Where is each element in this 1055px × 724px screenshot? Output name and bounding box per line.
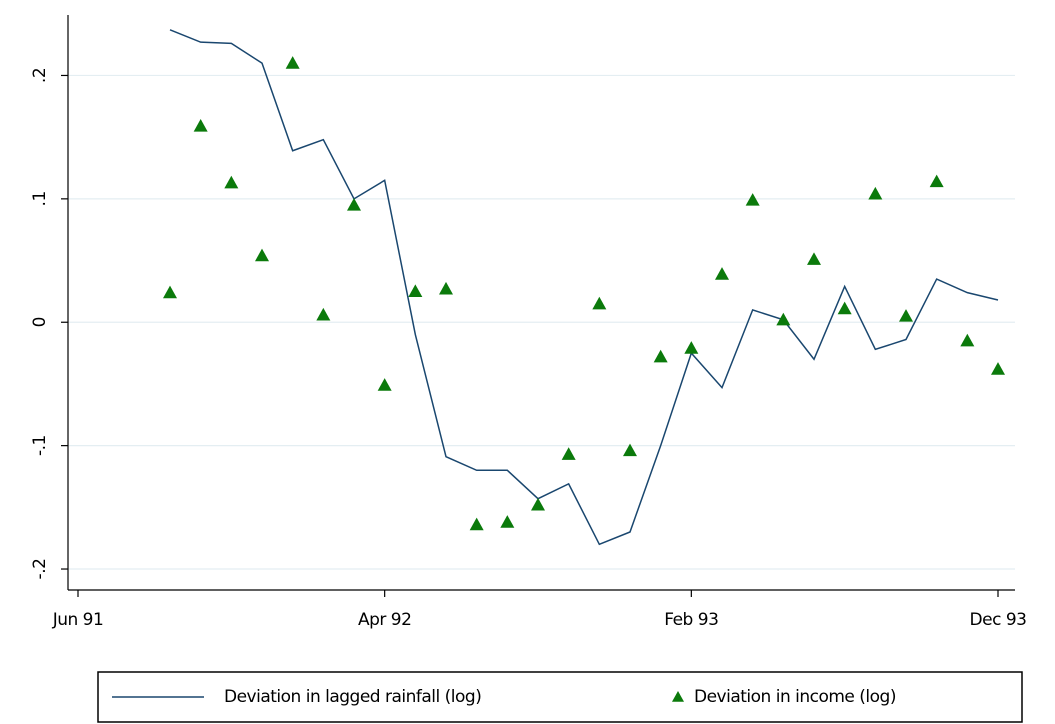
income-point [776,312,791,326]
income-point [960,333,975,347]
income-point [469,517,484,531]
income-point [715,267,729,280]
legend-box [97,671,1023,723]
x-tick-label: Apr 92 [358,610,411,630]
legend-triangle [672,691,684,702]
income-point [837,301,852,315]
income-point [439,281,453,295]
income-point [623,443,637,457]
income-point [899,309,913,322]
income-point [807,252,821,265]
income-point [408,284,423,297]
income-point [163,285,177,299]
income-point [285,56,300,69]
income-point [929,174,944,188]
x-tick-label: Feb 93 [664,610,718,630]
legend-label: Deviation in lagged rainfall (log) [224,687,481,707]
income-point [377,378,392,391]
income-point [684,341,699,354]
y-tick-label: 0 [30,317,50,327]
y-tick-label: .1 [30,191,50,206]
legend-label: Deviation in income (log) [694,687,896,707]
income-point [316,307,331,321]
y-tick-label: .2 [30,68,50,83]
income-point [500,515,515,528]
income-point [224,175,239,189]
y-tick-label: -.2 [30,559,50,580]
income-point [991,362,1005,375]
income-point [745,193,760,206]
rainfall-line [169,29,999,546]
x-tick-label: Dec 93 [970,610,1027,630]
income-point [561,447,576,460]
x-tick-label: Jun 91 [52,610,104,630]
income-point [255,248,269,262]
income-point [592,296,607,310]
income-point [193,119,208,132]
income-point [531,497,545,511]
income-point [347,198,361,211]
y-tick-label: -.1 [30,435,50,456]
income-point [653,349,668,363]
income-point [868,186,883,200]
